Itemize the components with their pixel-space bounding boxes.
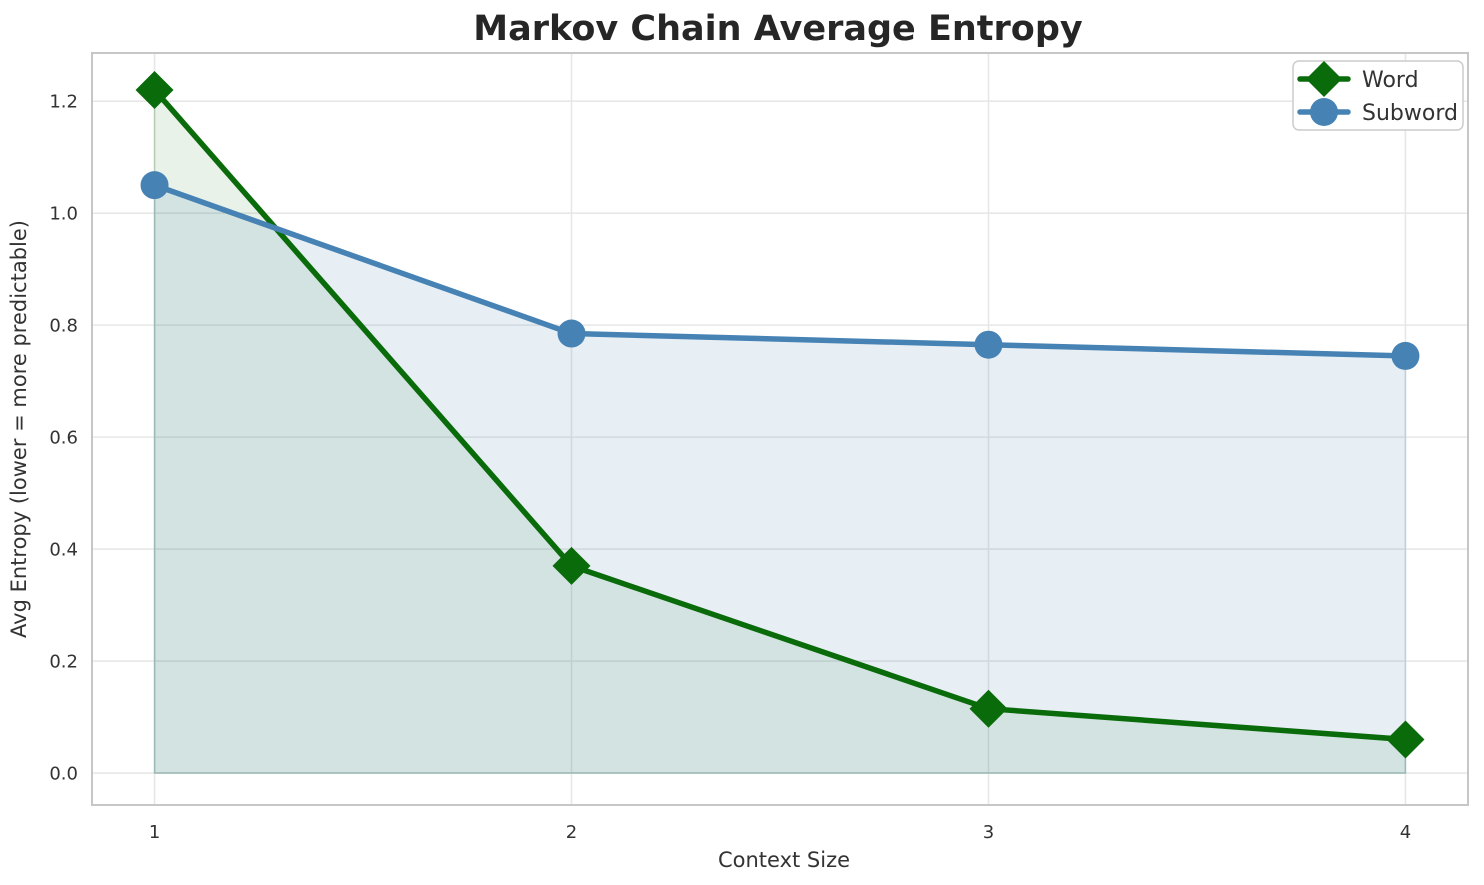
y-tick-label-0.2: 0.2 [49,652,78,673]
y-axis-label: Avg Entropy (lower = more predictable) [7,220,31,638]
legend-label-subword: Subword [1362,101,1458,126]
y-tick-label-0.4: 0.4 [49,540,78,561]
legend-entry-subword: Subword [1297,98,1458,126]
x-tick-label-1: 1 [149,822,160,843]
x-tick-labels: 1 2 3 4 [149,822,1411,843]
data-series [135,70,1425,759]
y-tick-label-1.2: 1.2 [49,92,78,113]
x-tick-label-2: 2 [566,822,577,843]
legend: Word Subword [1292,60,1464,131]
y-tick-label-0.6: 0.6 [49,428,78,449]
x-tick-label-4: 4 [1400,822,1411,843]
series-word-line [151,87,1409,743]
legend-label-word: Word [1362,68,1419,93]
series-subword-marker-4 [1391,341,1420,370]
plot-border [91,52,1469,806]
x-axis-label: Context Size [718,848,850,872]
series-subword-marker-3 [974,330,1003,359]
legend-circle-icon [1310,98,1338,126]
legend-entry-word: Word [1297,61,1419,97]
y-tick-label-1.0: 1.0 [49,204,78,225]
series-subword-line [151,182,1409,359]
y-tick-label-0.8: 0.8 [49,316,78,337]
series-word-marker-4 [1386,720,1425,759]
series-subword-marker-1 [140,171,169,200]
legend-diamond-icon [1306,61,1342,97]
series-subword-marker-2 [557,319,586,348]
chart-title: Markov Chain Average Entropy [473,9,1083,49]
series-word-marker-1 [135,70,174,109]
series-word-marker-2 [552,546,591,585]
grid-lines [92,53,1468,805]
plot-area [92,53,1468,805]
y-tick-labels: 0.0 0.2 0.4 0.6 0.8 1.0 1.2 [49,92,78,785]
x-tick-label-3: 3 [983,822,994,843]
series-word-marker-3 [969,689,1008,728]
y-tick-label-0.0: 0.0 [49,764,78,785]
